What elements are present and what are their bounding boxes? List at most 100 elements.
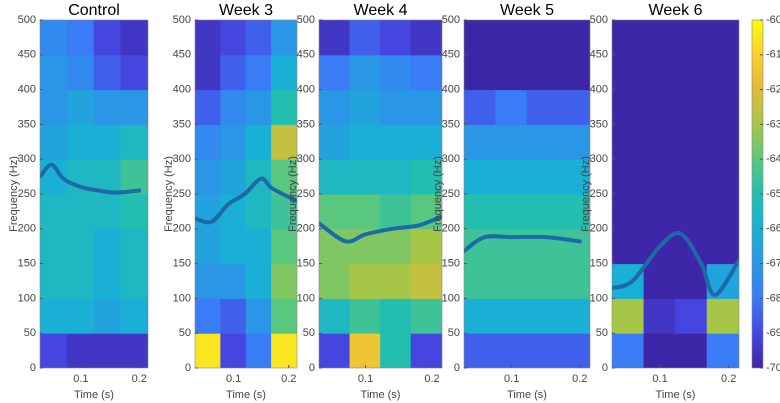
y-tick-label: 0 xyxy=(309,362,315,374)
heat-cell xyxy=(643,159,676,195)
heat-cell xyxy=(495,194,528,230)
heat-cell xyxy=(349,263,381,299)
heat-cell xyxy=(349,194,381,230)
y-tick-label: 200 xyxy=(442,223,460,235)
heat-cell xyxy=(93,228,122,265)
heat-cell xyxy=(349,333,381,368)
y-tick-label: 50 xyxy=(448,327,460,339)
y-tick-label: 450 xyxy=(297,49,315,61)
heat-cell xyxy=(495,159,528,195)
heat-cell xyxy=(526,124,559,160)
heat-cell xyxy=(319,159,351,195)
heat-cell xyxy=(93,333,122,368)
heat-cell xyxy=(675,194,708,230)
y-tick-label: 100 xyxy=(297,292,315,304)
heat-cell xyxy=(380,124,412,160)
heat-cell xyxy=(93,89,122,125)
heat-cell xyxy=(245,194,272,230)
heat-cell xyxy=(495,228,528,265)
heat-cell xyxy=(675,20,708,56)
y-axis-label: Frequency (Hz) xyxy=(580,156,592,232)
plot xyxy=(319,20,442,368)
overlay-line xyxy=(319,214,442,244)
heat-cell xyxy=(40,298,68,334)
plot xyxy=(464,20,590,368)
y-axis-label: Frequency (Hz) xyxy=(432,156,444,232)
y-tick-label: 300 xyxy=(442,153,460,165)
heat-cell xyxy=(220,20,247,56)
y-tick-label: 200 xyxy=(173,223,191,235)
heat-cell xyxy=(245,20,272,56)
colorbar-tick-label: -63 xyxy=(766,118,780,130)
heat-cell xyxy=(380,263,412,299)
y-tick-label: 100 xyxy=(442,292,460,304)
heat-cell xyxy=(643,263,676,299)
heat-cell xyxy=(245,228,272,265)
y-tick-label: 150 xyxy=(173,258,191,270)
heat-cell xyxy=(220,333,247,368)
panel-title: Week 5 xyxy=(500,2,554,19)
heat-cell xyxy=(40,54,68,91)
heat-cell xyxy=(271,263,297,299)
heat-cell xyxy=(40,333,68,368)
heat-cell xyxy=(612,89,645,125)
x-tick-label: 0.2 xyxy=(572,373,587,385)
y-tick-label: 100 xyxy=(173,292,191,304)
heat-cell xyxy=(380,159,412,195)
heat-cell xyxy=(66,20,95,56)
heat-cell xyxy=(66,228,95,265)
y-tick-label: 500 xyxy=(297,14,315,26)
heat-cell xyxy=(220,159,247,195)
heat-cell xyxy=(319,263,351,299)
heat-cell xyxy=(195,228,221,265)
heat-cell xyxy=(245,124,272,160)
heat-cell xyxy=(410,124,442,160)
y-tick-label: 0 xyxy=(30,362,36,374)
colorbar-tick-label: -64 xyxy=(766,153,780,165)
x-tick-label: 0.2 xyxy=(721,373,736,385)
heat-cell xyxy=(410,20,442,56)
y-tick-label: 150 xyxy=(297,258,315,270)
x-tick-label: 0.2 xyxy=(132,373,147,385)
heat-cell xyxy=(220,298,247,334)
heat-cell xyxy=(40,194,68,230)
heat-cell xyxy=(120,298,148,334)
heat-cell xyxy=(675,54,708,91)
y-tick-label: 350 xyxy=(590,118,608,130)
heat-cell xyxy=(220,89,247,125)
heat-cell xyxy=(195,298,221,334)
heat-cell xyxy=(706,228,739,265)
heat-cell xyxy=(526,263,559,299)
heat-cell xyxy=(410,54,442,91)
overlay-line xyxy=(40,162,142,195)
heat-cell xyxy=(271,124,297,160)
heat-cell xyxy=(319,194,351,230)
x-tick-label: 0.2 xyxy=(424,373,439,385)
colorbar-tick-label: -70 xyxy=(766,362,780,374)
heat-cell xyxy=(120,89,148,125)
y-tick-label: 450 xyxy=(590,49,608,61)
heat-cell xyxy=(349,124,381,160)
heat-cell xyxy=(643,54,676,91)
heat-cell xyxy=(557,263,590,299)
heat-cell xyxy=(464,124,496,160)
y-tick-label: 300 xyxy=(18,153,36,165)
heat-cell xyxy=(195,263,221,299)
x-axis-label: Time (s) xyxy=(226,389,266,401)
y-tick-label: 50 xyxy=(24,327,36,339)
heat-cell xyxy=(120,194,148,230)
heat-cell xyxy=(464,20,496,56)
heat-cell xyxy=(410,228,442,265)
heat-cell xyxy=(643,333,676,368)
heat-cell xyxy=(271,228,297,265)
heat-cell xyxy=(675,333,708,368)
heat-cell xyxy=(526,228,559,265)
heat-cell xyxy=(380,54,412,91)
heat-cell xyxy=(675,159,708,195)
heat-cell xyxy=(526,194,559,230)
heat-cell xyxy=(319,333,351,368)
heat-cell xyxy=(612,263,645,299)
y-tick-label: 100 xyxy=(590,292,608,304)
heat-cell xyxy=(66,263,95,299)
heat-cell xyxy=(612,159,645,195)
